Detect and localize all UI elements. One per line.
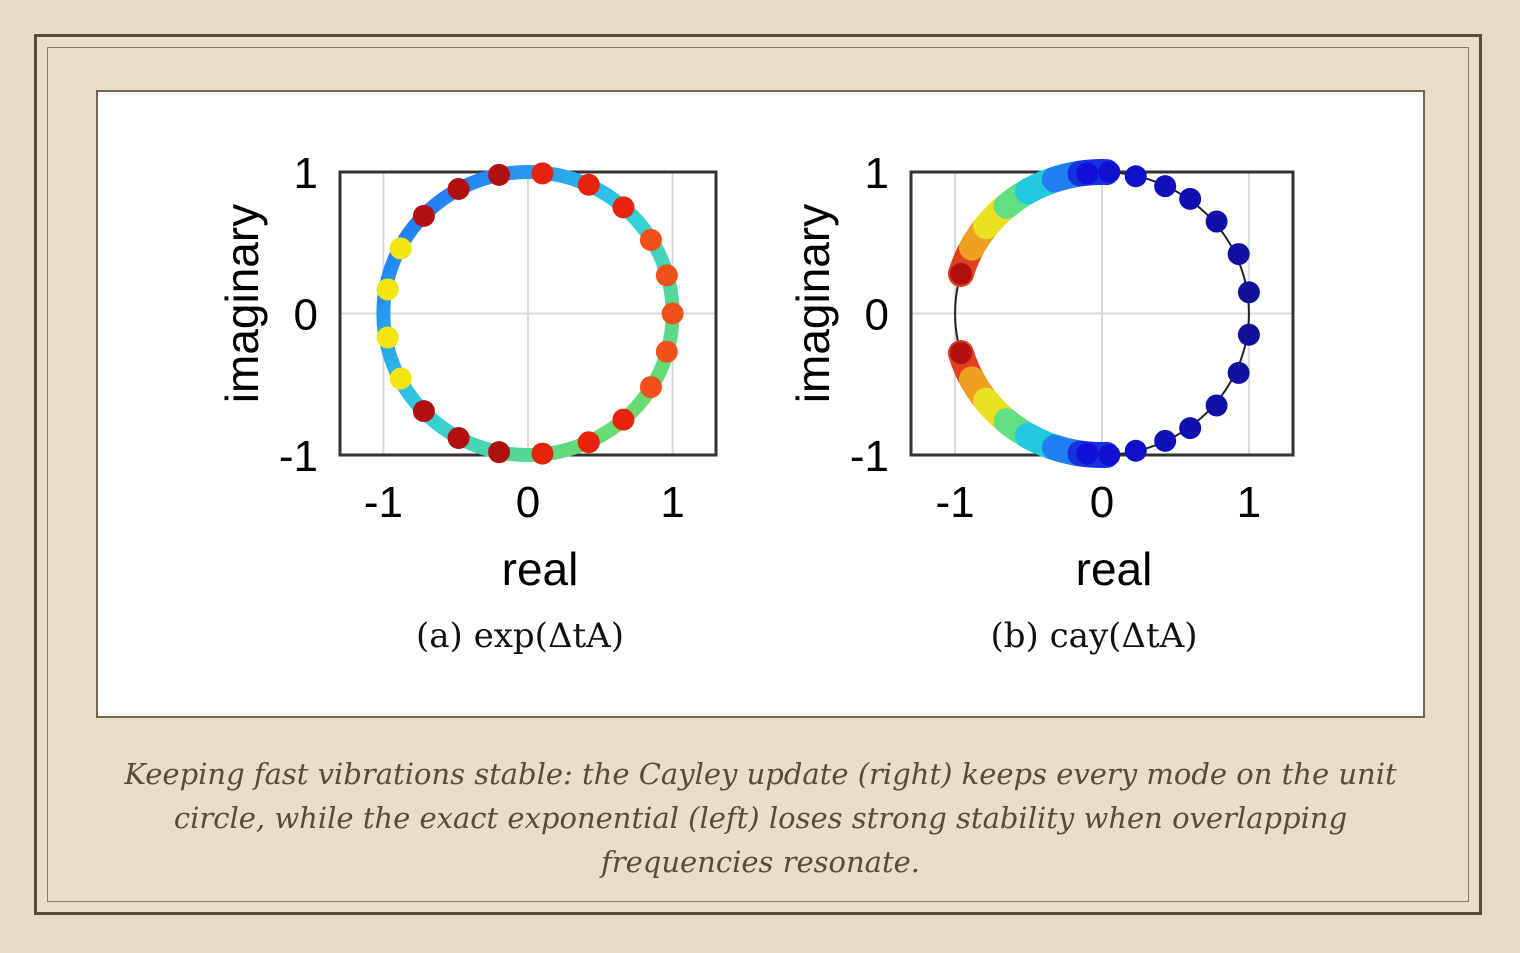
data-point <box>949 342 972 365</box>
panel-a: -1 0 1 1 0 -1 real imaginary (a) exp(ΔtA) <box>216 149 718 656</box>
data-point <box>655 264 678 287</box>
data-point <box>488 163 511 186</box>
data-point <box>639 228 662 251</box>
panel-a-xlabel: real <box>502 543 579 595</box>
data-point <box>1154 429 1177 452</box>
data-point <box>531 162 554 185</box>
data-point <box>612 196 635 219</box>
data-point <box>655 340 678 363</box>
x-tick-label: 0 <box>1090 478 1114 527</box>
data-point <box>577 431 600 454</box>
data-point <box>412 400 435 423</box>
panel-a-grid <box>340 171 716 456</box>
panel-a-ylabel: imaginary <box>216 204 268 403</box>
data-point <box>376 326 399 349</box>
data-point <box>612 408 635 431</box>
data-point <box>389 367 412 390</box>
x-tick-label: 0 <box>516 478 540 527</box>
x-tick-label: -1 <box>364 478 403 527</box>
data-point <box>1124 439 1147 462</box>
data-point <box>1124 165 1147 188</box>
data-point <box>639 376 662 399</box>
panel-a-points <box>376 162 684 465</box>
y-tick-label: 0 <box>294 291 318 340</box>
data-point <box>488 441 511 464</box>
panel-a-subcaption: (a) exp(ΔtA) <box>416 616 624 656</box>
panel-b-subcaption: (b) cay(ΔtA) <box>991 616 1198 656</box>
data-point <box>1227 243 1250 266</box>
figure-caption: Keeping fast vibrations stable: the Cayl… <box>124 757 1397 879</box>
data-point <box>1237 323 1260 346</box>
data-point <box>1076 442 1099 465</box>
data-point <box>949 262 972 285</box>
figure-panel: -1 0 1 1 0 -1 real imaginary (a) exp(ΔtA) -1 0… <box>96 90 1425 718</box>
figure-svg: -1 0 1 1 0 -1 real imaginary (a) exp(ΔtA) -1 0… <box>216 149 1295 656</box>
panel-b-ylabel: imaginary <box>787 204 839 403</box>
data-point <box>1227 361 1250 384</box>
panel-b-xlabel: real <box>1076 543 1153 595</box>
y-tick-label: -1 <box>850 432 889 481</box>
data-point <box>1179 187 1202 210</box>
data-point <box>1179 417 1202 440</box>
y-tick-label: 1 <box>294 149 318 198</box>
panel-b-tick-labels: -1 0 1 1 0 -1 <box>850 149 1261 527</box>
data-point <box>1154 175 1177 198</box>
y-tick-label: 1 <box>865 149 889 198</box>
data-point <box>1205 394 1228 417</box>
data-point <box>376 278 399 301</box>
data-point <box>661 302 684 325</box>
data-point <box>1098 161 1121 183</box>
data-point <box>412 204 435 227</box>
data-point <box>577 173 600 196</box>
x-tick-label: 1 <box>660 478 684 527</box>
x-tick-label: 1 <box>1237 478 1261 527</box>
y-tick-label: 0 <box>865 291 889 340</box>
inner-frame <box>47 47 1469 902</box>
data-point <box>1098 444 1121 466</box>
panel-a-tick-labels: -1 0 1 1 0 -1 <box>279 149 685 527</box>
panel-b-points <box>949 161 1260 466</box>
data-point <box>1076 162 1099 185</box>
data-point <box>531 442 554 465</box>
data-point <box>1205 210 1228 233</box>
data-point <box>389 237 412 260</box>
y-tick-label: -1 <box>279 432 318 481</box>
panel-b-grid <box>911 171 1293 456</box>
panel-b: -1 0 1 1 0 -1 real imaginary (b) cay(ΔtA) <box>787 149 1295 656</box>
data-point <box>447 177 470 200</box>
data-point <box>1237 281 1260 304</box>
x-tick-label: -1 <box>936 478 975 527</box>
data-point <box>447 427 470 450</box>
